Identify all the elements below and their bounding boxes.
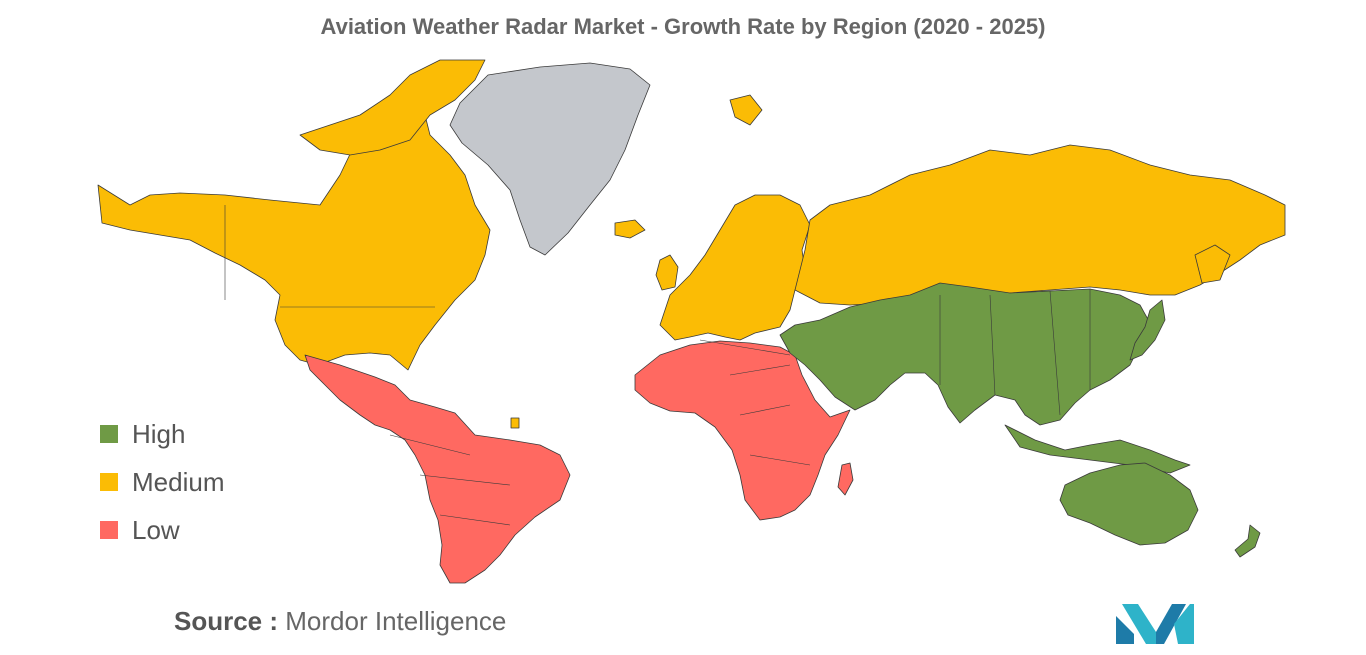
africa-region	[634, 340, 851, 521]
iceland-region	[614, 219, 646, 239]
legend-label-high: High	[132, 418, 186, 449]
legend-swatch-high	[100, 425, 118, 443]
legend: High Medium Low	[100, 410, 224, 554]
legend-item-high: High	[100, 410, 224, 458]
latin-america-region	[304, 354, 571, 584]
source-line: Source : Mordor Intelligence	[174, 606, 506, 637]
greenland-region	[449, 62, 651, 256]
legend-item-medium: Medium	[100, 458, 224, 506]
source-label: Source :	[174, 606, 279, 636]
uk-region	[655, 254, 679, 291]
legend-swatch-medium	[100, 473, 118, 491]
southeast-asia-islands-region	[1004, 424, 1191, 474]
legend-label-medium: Medium	[132, 466, 225, 497]
chart-title: Aviation Weather Radar Market - Growth R…	[320, 14, 1046, 39]
europe-region	[659, 194, 811, 341]
world-map-svg	[97, 59, 1286, 584]
japan-region	[1129, 299, 1166, 361]
madagascar-region	[837, 462, 854, 496]
legend-item-low: Low	[100, 506, 224, 554]
arctic-islands-region	[299, 59, 486, 156]
mordor-intelligence-logo-icon	[1116, 604, 1194, 644]
new-zealand-region	[1234, 524, 1261, 558]
svalbard-region	[729, 94, 763, 126]
french-guiana-region	[510, 417, 520, 429]
legend-label-low: Low	[132, 514, 180, 545]
asia-region	[779, 282, 1151, 426]
world-map	[90, 55, 1290, 585]
legend-swatch-low	[100, 521, 118, 539]
source-value: Mordor Intelligence	[285, 606, 507, 636]
australia-region	[1059, 462, 1199, 546]
kamchatka-region	[1194, 244, 1231, 284]
north-america-region	[97, 114, 491, 371]
